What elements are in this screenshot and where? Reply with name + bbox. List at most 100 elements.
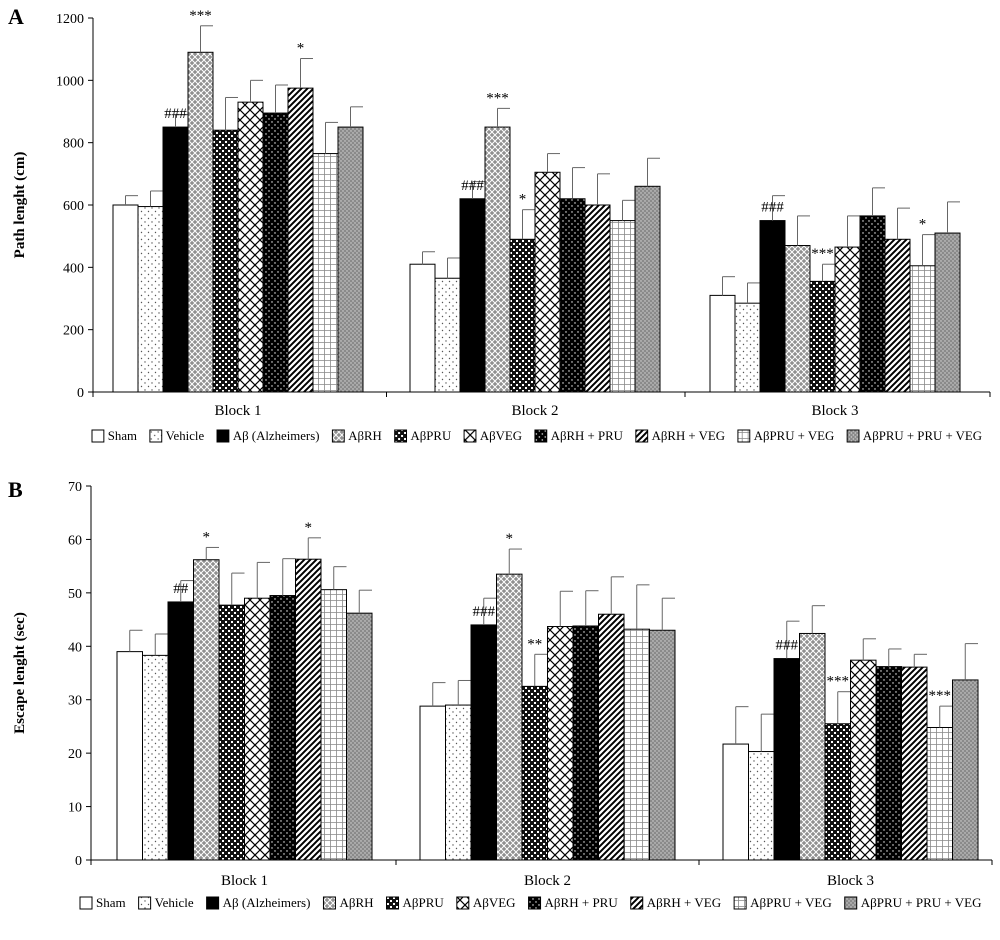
legend-swatch [206,896,220,910]
bar [218,604,245,861]
legend-swatch [630,896,644,910]
bar [584,204,611,393]
legend-label: Sham [108,428,137,443]
x-tick-label: Block 1 [221,873,268,889]
significance-label: * [305,520,313,536]
legend-label: AβRH + VEG [647,895,721,910]
legend-label: Vehicle [166,428,205,443]
bar [850,659,877,861]
bar [875,666,902,861]
bar [295,558,322,861]
legend-swatch [528,896,542,910]
legend-label: Aβ (Alzheimers) [233,428,320,443]
bar [409,263,436,393]
legend-item: AβPRU [386,895,444,910]
bar [484,126,511,393]
significance-label: * [519,192,527,208]
bar [262,112,289,393]
bar [784,245,811,393]
legend-item: AβPRU [394,428,452,443]
legend-swatch [216,429,230,443]
y-tick-label: 400 [63,261,84,276]
y-tick-label: 1000 [56,74,84,89]
bar [237,101,264,393]
y-axis-label: Escape lenght (sec) [12,612,28,734]
significance-label: * [506,531,514,547]
legend: Sham Vehicle Aβ (Alzheimers) AβRH AβPRU AβVEG… [79,895,981,910]
bar [859,215,886,393]
significance-label: *** [811,246,834,262]
significance-label: *** [486,90,509,106]
bar [901,666,928,861]
legend-item: AβPRU + VEG [737,428,834,443]
legend-item: Vehicle [149,428,205,443]
bar [809,280,836,393]
significance-label: *** [929,688,952,704]
y-tick-label: 200 [63,324,84,339]
legend-swatch [846,429,860,443]
significance-label: ### [473,604,496,620]
legend-label: AβVEG [480,428,522,443]
y-tick-label: 50 [68,587,82,602]
bar [634,185,661,393]
significance-label: ### [164,106,187,122]
significance-label: ### [776,638,799,654]
legend-swatch [149,429,163,443]
significance-label: *** [189,8,212,24]
legend-item: AβRH + VEG [635,428,725,443]
legend-swatch [394,429,408,443]
bar [212,129,239,393]
legend-item: Aβ (Alzheimers) [216,428,320,443]
legend-swatch [331,429,345,443]
bar [559,198,586,393]
legend-label: AβRH + VEG [652,428,725,443]
bar [734,302,761,393]
legend-swatch [534,429,548,443]
significance-label: * [919,217,927,233]
legend-label: AβRH [348,428,382,443]
y-tick-label: 800 [63,137,84,152]
bar [534,171,561,393]
x-tick-label: Block 1 [214,403,261,419]
legend-label: Vehicle [155,895,194,910]
bar [773,658,800,861]
bar [112,204,139,393]
y-tick-label: 70 [68,480,82,495]
x-tick-label: Block 3 [827,873,874,889]
y-tick-label: 10 [68,801,82,816]
bar [926,726,953,861]
legend-label: Sham [96,895,126,910]
legend-swatch [79,896,93,910]
bar [759,220,786,393]
bar [799,632,826,861]
y-tick-label: 0 [75,854,82,869]
bar [346,612,373,861]
significance-label: * [297,41,305,57]
bar [470,624,497,861]
bar [649,629,676,861]
legend-label: AβRH + PRU [545,895,619,910]
bar [445,704,472,861]
legend-item: Sham [79,895,126,910]
bar [419,705,446,861]
y-tick-label: 40 [68,640,82,655]
chart-panel-b: B Escape lenght (sec) 0 10 20 30 40 50 60 70 Block… [8,477,993,910]
bar [722,743,749,861]
legend-item: AβRH + PRU [528,895,619,910]
legend-item: Aβ (Alzheimers) [206,895,310,910]
significance-label: ## [173,581,189,597]
bar [116,651,143,861]
bar [521,685,548,861]
legend: Sham Vehicle Aβ (Alzheimers) AβRH AβPRU AβVEG… [91,428,982,443]
bar [709,294,736,393]
bar [509,238,536,393]
legend-swatch [733,896,747,910]
bar [834,246,861,393]
bar [244,597,271,861]
significance-label: * [203,529,211,545]
bar [162,126,189,393]
bar [598,613,625,861]
bar [320,589,347,861]
y-tick-label: 1200 [56,12,84,27]
